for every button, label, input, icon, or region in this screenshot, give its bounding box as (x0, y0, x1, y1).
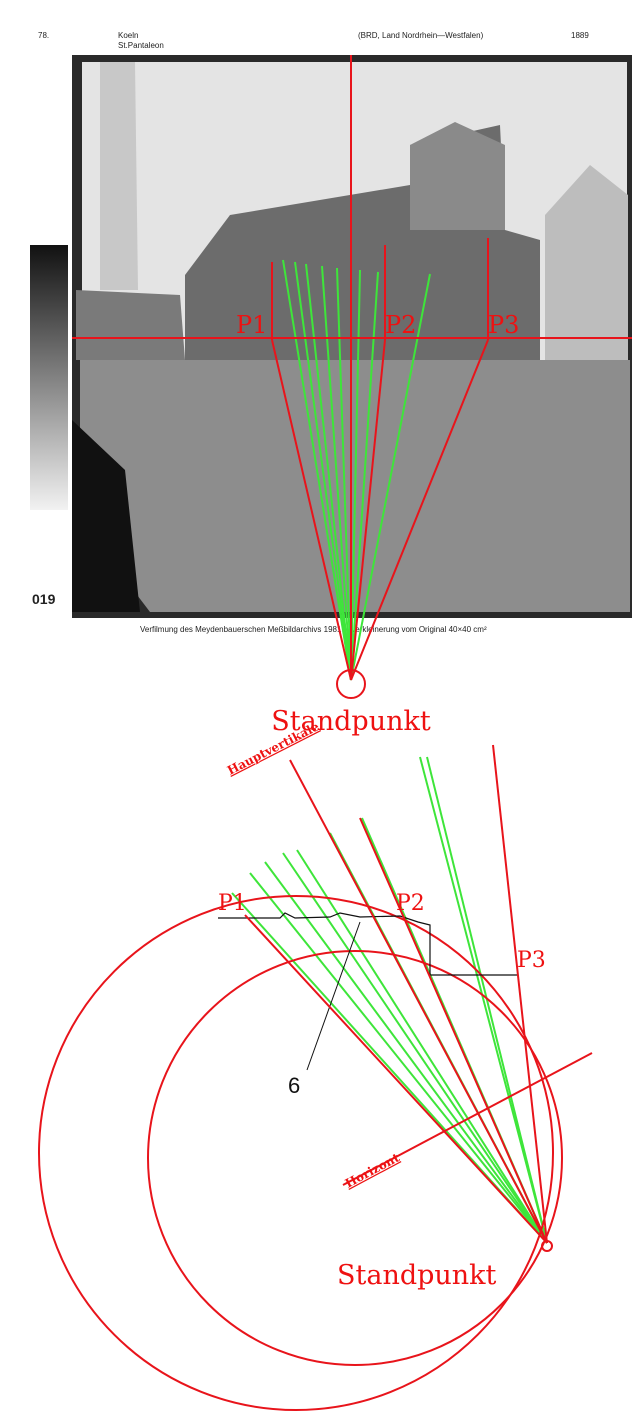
plan-p3: P3 (517, 948, 546, 973)
plate-number: 78. (38, 31, 49, 40)
photo-p2: P2 (385, 311, 416, 339)
place: St.Pantaleon (118, 41, 164, 50)
plan-p2: P2 (396, 891, 425, 916)
year: 1889 (571, 31, 589, 40)
page: 78. Koeln St.Pantaleon (BRD, Land Nordrh… (0, 0, 635, 1417)
plate-id: 019 (32, 591, 56, 607)
photo-p3: P3 (488, 311, 519, 339)
plan-p1: P1 (218, 891, 247, 916)
tower-left (100, 62, 138, 290)
caption: Verfilmung des Meydenbauerschen Meßbilda… (140, 625, 487, 634)
photo-p1: P1 (236, 311, 267, 339)
plan-station: Standpunkt (337, 1260, 497, 1291)
region: (BRD, Land Nordrhein—Westfalen) (358, 31, 484, 40)
callout: 6 (288, 1073, 300, 1098)
photo: 019 Verfilmung des Meydenbauerschen Meßb… (30, 55, 632, 634)
city: Koeln (118, 31, 138, 40)
gray-scale (30, 245, 68, 510)
houses-left (76, 290, 185, 360)
